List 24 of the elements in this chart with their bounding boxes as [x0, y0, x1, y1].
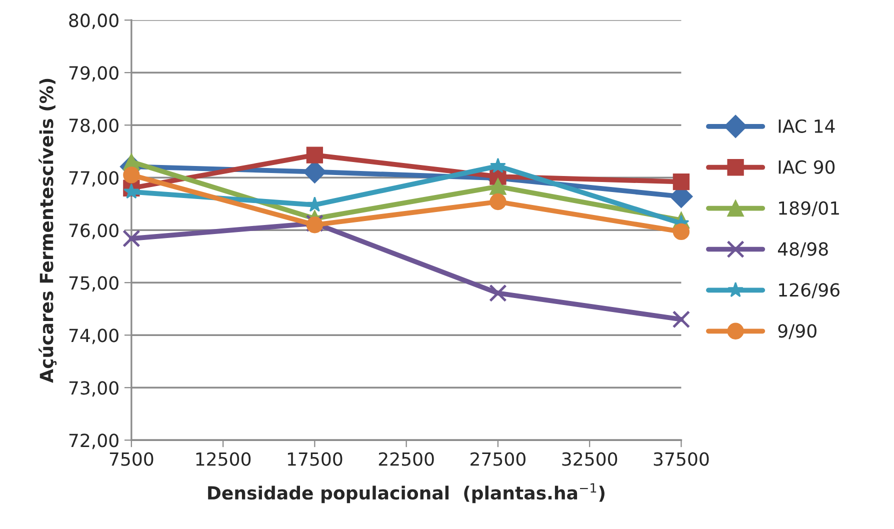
y-tick-label: 77,00 [69, 171, 118, 187]
x-tick-label: 7500 [110, 452, 154, 466]
legend-label: 48/98 [778, 242, 828, 258]
x-tick-label: 12500 [196, 452, 251, 466]
y-tick-label: 78,00 [69, 118, 118, 134]
y-axis-title: Açúcares Fermentescíveis (%) [38, 78, 57, 383]
legend-label: 189/01 [779, 201, 839, 216]
x-tick-label: 27500 [470, 452, 526, 466]
x-tick-label: 32500 [562, 452, 618, 466]
x-tick-label: 22500 [378, 452, 434, 466]
legend-label: 126/96 [779, 283, 840, 298]
y-tick-label: 74,00 [69, 328, 118, 344]
x-axis-title: Densidade populacional (plantas.ha$^{−1}$) [208, 483, 604, 504]
y-tick-label: 80,00 [69, 14, 118, 30]
legend-label: 9/90 [778, 324, 816, 340]
y-tick-label: 79,00 [69, 66, 118, 82]
y-tick-label: 73,00 [69, 381, 118, 397]
legend-label: IAC 90 [778, 160, 835, 174]
y-tick-label: 72,00 [69, 434, 118, 450]
legend-label: IAC 14 [778, 119, 835, 133]
x-tick-label: 37500 [654, 452, 709, 466]
y-tick-label: 76,00 [69, 224, 118, 240]
x-tick-label: 17500 [288, 452, 342, 466]
y-tick-label: 75,00 [69, 276, 118, 292]
